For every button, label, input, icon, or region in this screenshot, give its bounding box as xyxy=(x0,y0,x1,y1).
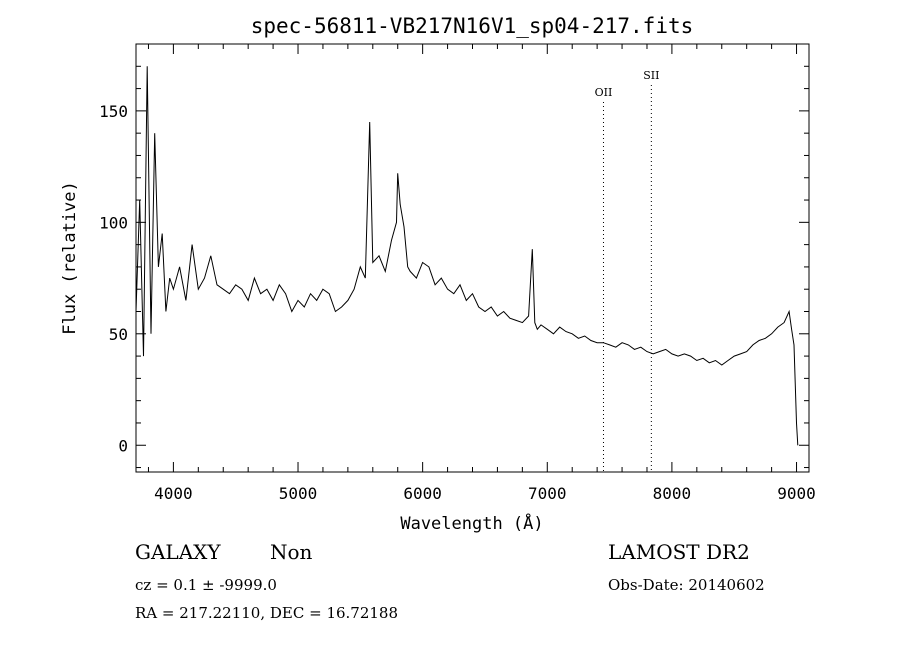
obs-date: Obs-Date: 20140602 xyxy=(608,576,765,594)
object-class: GALAXY xyxy=(135,540,221,564)
survey-name: LAMOST DR2 xyxy=(608,540,750,564)
emission-line-label: SII xyxy=(643,69,659,82)
x-axis-label: Wavelength (Å) xyxy=(400,512,543,534)
x-tick-label: 5000 xyxy=(279,484,318,503)
x-tick-label: 4000 xyxy=(154,484,193,503)
y-tick-labels: 0 50 100 150 xyxy=(99,102,128,455)
redshift-readout: cz = 0.1 ± -9999.0 xyxy=(135,576,277,594)
x-tick-label: 8000 xyxy=(653,484,692,503)
x-tick-label: 9000 xyxy=(777,484,816,503)
y-axis-label: Flux (relative) xyxy=(60,181,80,335)
plot-area: 4000 5000 6000 7000 8000 9000 0 50 100 150 OII SI… xyxy=(99,43,816,503)
y-tick-label: 50 xyxy=(109,325,128,344)
x-tick-labels: 4000 5000 6000 7000 8000 9000 xyxy=(154,484,816,503)
object-subclass: Non xyxy=(270,540,313,564)
y-tick-label: 100 xyxy=(99,213,128,232)
axis-ticks xyxy=(136,44,809,472)
spectrum-line xyxy=(135,66,799,446)
emission-line-label: OII xyxy=(595,86,613,99)
coordinates-readout: RA = 217.22110, DEC = 16.72188 xyxy=(135,604,399,622)
chart-title: spec-56811-VB217N16V1_sp04-217.fits xyxy=(251,14,694,38)
y-tick-label: 150 xyxy=(99,102,128,121)
y-tick-label: 0 xyxy=(118,436,128,455)
plot-frame xyxy=(135,43,810,473)
emission-line-markers: OII SII xyxy=(595,69,659,472)
x-tick-label: 7000 xyxy=(528,484,567,503)
x-tick-label: 6000 xyxy=(403,484,442,503)
